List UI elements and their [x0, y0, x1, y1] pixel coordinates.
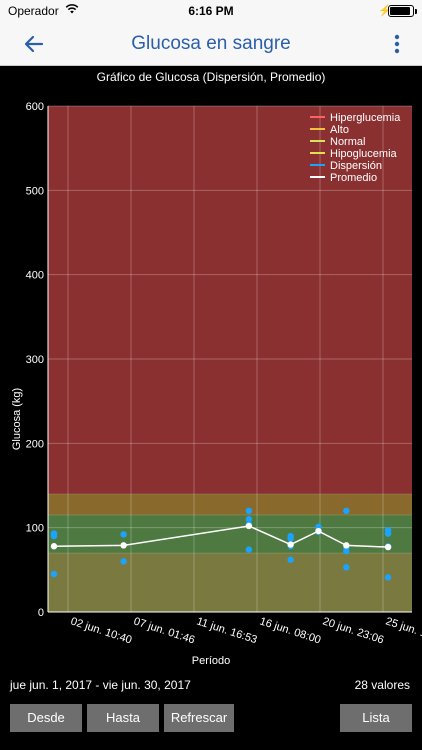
scatter-point: [384, 574, 392, 581]
scatter-point: [245, 507, 253, 514]
legend-label: Normal: [330, 136, 365, 148]
band-normal: [48, 515, 412, 553]
average-point: [343, 542, 350, 549]
band-alto: [48, 493, 412, 516]
to-button[interactable]: Hasta: [87, 704, 159, 732]
x-tick-label: 16 jun. 08:00: [258, 615, 322, 646]
more-options-icon[interactable]: [390, 30, 404, 58]
band-hiperglucemia: [48, 106, 412, 494]
values-count-label: 28 valores: [354, 678, 410, 692]
y-tick-label: 500: [26, 185, 44, 197]
carrier-label: Operador: [8, 4, 59, 18]
y-tick-label: 200: [26, 438, 44, 450]
footer-info: jue jun. 1, 2017 - vie jun. 30, 2017 28 …: [0, 676, 422, 696]
glucose-chart: Gráfico de Glucosa (Dispersión, Promedio…: [0, 66, 422, 670]
average-point: [315, 527, 322, 535]
band-hipoglucemia: [48, 552, 412, 612]
x-axis-label: Período: [192, 655, 231, 667]
average-point: [287, 541, 294, 548]
scatter-point: [287, 535, 294, 542]
y-tick-label: 0: [38, 607, 44, 619]
back-arrow-icon[interactable]: [20, 30, 48, 58]
wifi-icon: [65, 3, 79, 17]
list-button[interactable]: Lista: [340, 704, 412, 732]
scatter-point: [343, 507, 350, 514]
refresh-button[interactable]: Refrescar: [164, 704, 234, 732]
date-range-label: jue jun. 1, 2017 - vie jun. 30, 2017: [10, 678, 191, 692]
x-tick-label: 11 jun. 16:53: [195, 615, 258, 646]
average-point: [120, 542, 127, 549]
legend-label: Alto: [330, 124, 349, 136]
average-point: [384, 543, 392, 551]
y-tick-label: 400: [26, 270, 44, 282]
legend-label: Dispersión: [330, 160, 382, 172]
scatter-point: [120, 531, 127, 538]
x-tick-label: 07 jun. 01:46: [132, 615, 196, 646]
button-bar: Desde Hasta Refrescar Lista: [0, 704, 422, 734]
legend-label: Promedio: [330, 172, 377, 184]
scatter-point: [343, 548, 350, 555]
average-point: [50, 543, 58, 550]
scatter-point: [50, 570, 58, 578]
y-axis-label: Glucosa (kg): [11, 388, 23, 450]
y-tick-label: 600: [26, 101, 44, 113]
scatter-point: [50, 532, 58, 540]
navigation-bar: Glucosa en sangre: [0, 22, 422, 66]
page-title: Glucosa en sangre: [131, 33, 291, 54]
status-bar: Operador 6:16 PM ⚡: [0, 0, 422, 22]
from-button[interactable]: Desde: [10, 704, 82, 732]
charging-icon: ⚡: [378, 5, 392, 17]
legend-label: Hipoglucemia: [330, 148, 398, 160]
x-tick-label: 25 jun. 14: [384, 615, 422, 641]
scatter-point: [245, 546, 253, 553]
x-tick-label: 02 jun. 10:40: [69, 615, 133, 646]
scatter-point: [287, 556, 294, 563]
y-tick-label: 300: [26, 354, 44, 366]
scatter-point: [245, 516, 253, 523]
x-tick-label: 20 jun. 23:06: [321, 615, 385, 646]
battery-icon: [388, 5, 417, 17]
chart-title: Gráfico de Glucosa (Dispersión, Promedio…: [96, 70, 326, 84]
clock: 6:16 PM: [188, 4, 234, 18]
scatter-point: [120, 558, 127, 565]
scatter-point: [343, 564, 350, 571]
y-tick-label: 100: [26, 523, 44, 535]
legend-label: Hiperglucemia: [330, 112, 401, 124]
scatter-point: [384, 530, 392, 537]
average-point: [245, 522, 253, 530]
